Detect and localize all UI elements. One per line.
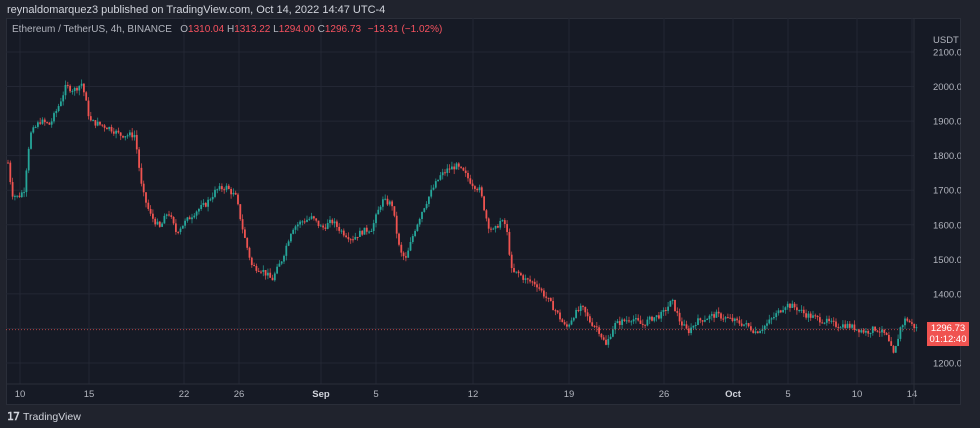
close-value: 1296.73 <box>324 24 362 35</box>
x-tick-label: 26 <box>659 389 670 400</box>
x-tick-label: 26 <box>234 389 245 400</box>
x-tick-label: 14 <box>907 389 918 400</box>
candlestick-chart[interactable]: 1200.001300.001400.001500.001600.001700.… <box>6 18 961 405</box>
x-tick-label: 12 <box>468 389 479 400</box>
x-tick-label: 22 <box>179 389 190 400</box>
y-tick-label: 1500.00 <box>933 255 961 266</box>
x-tick-label: Sep <box>312 389 330 400</box>
high-label: H <box>226 24 235 35</box>
low-value: 1294.00 <box>278 24 315 35</box>
x-tick-label: 10 <box>15 389 26 400</box>
x-tick-label: 5 <box>373 389 378 400</box>
x-tick-label: 19 <box>564 389 575 400</box>
current-price: 1296.73 <box>930 323 966 334</box>
x-tick-label: 10 <box>852 389 863 400</box>
x-tick-label: 5 <box>785 389 790 400</box>
bar-countdown: 01:12:40 <box>929 334 967 345</box>
x-tick-label: 15 <box>84 389 95 400</box>
y-tick-label: 1800.00 <box>933 151 961 162</box>
close-label: C <box>317 24 325 35</box>
change-value: −13.31 (−1.02%) <box>367 24 443 35</box>
high-value: 1313.22 <box>234 24 271 35</box>
currency-label: USDT <box>933 35 959 46</box>
y-tick-label: 1700.00 <box>933 186 961 197</box>
y-tick-label: 1200.00 <box>933 359 961 370</box>
x-tick-label: Oct <box>725 389 742 400</box>
low-label: L <box>273 24 279 35</box>
publisher-line: reynaldomarquez3 published on TradingVie… <box>7 4 386 16</box>
y-tick-label: 2000.00 <box>933 82 961 93</box>
current-price-label: 1296.73 01:12:40 <box>927 322 969 346</box>
y-tick-label: 2100.00 <box>933 48 961 59</box>
tradingview-brand[interactable]: 𝟣𝟩 TradingView <box>7 410 81 424</box>
y-tick-label: 1400.00 <box>933 289 961 300</box>
symbol-title: Ethereum / TetherUS, 4h, BINANCE <box>12 24 172 35</box>
brand-name: TradingView <box>23 410 81 423</box>
y-tick-label: 1900.00 <box>933 117 961 128</box>
open-label: O <box>180 24 189 35</box>
chart-frame <box>6 18 961 405</box>
tradingview-logo-icon: 𝟣𝟩 <box>7 411 20 423</box>
y-tick-label: 1600.00 <box>933 220 961 231</box>
open-value: 1310.04 <box>188 24 225 35</box>
symbol-legend: Ethereum / TetherUS, 4h, BINANCE O1310.0… <box>12 24 442 35</box>
candles <box>7 79 918 354</box>
